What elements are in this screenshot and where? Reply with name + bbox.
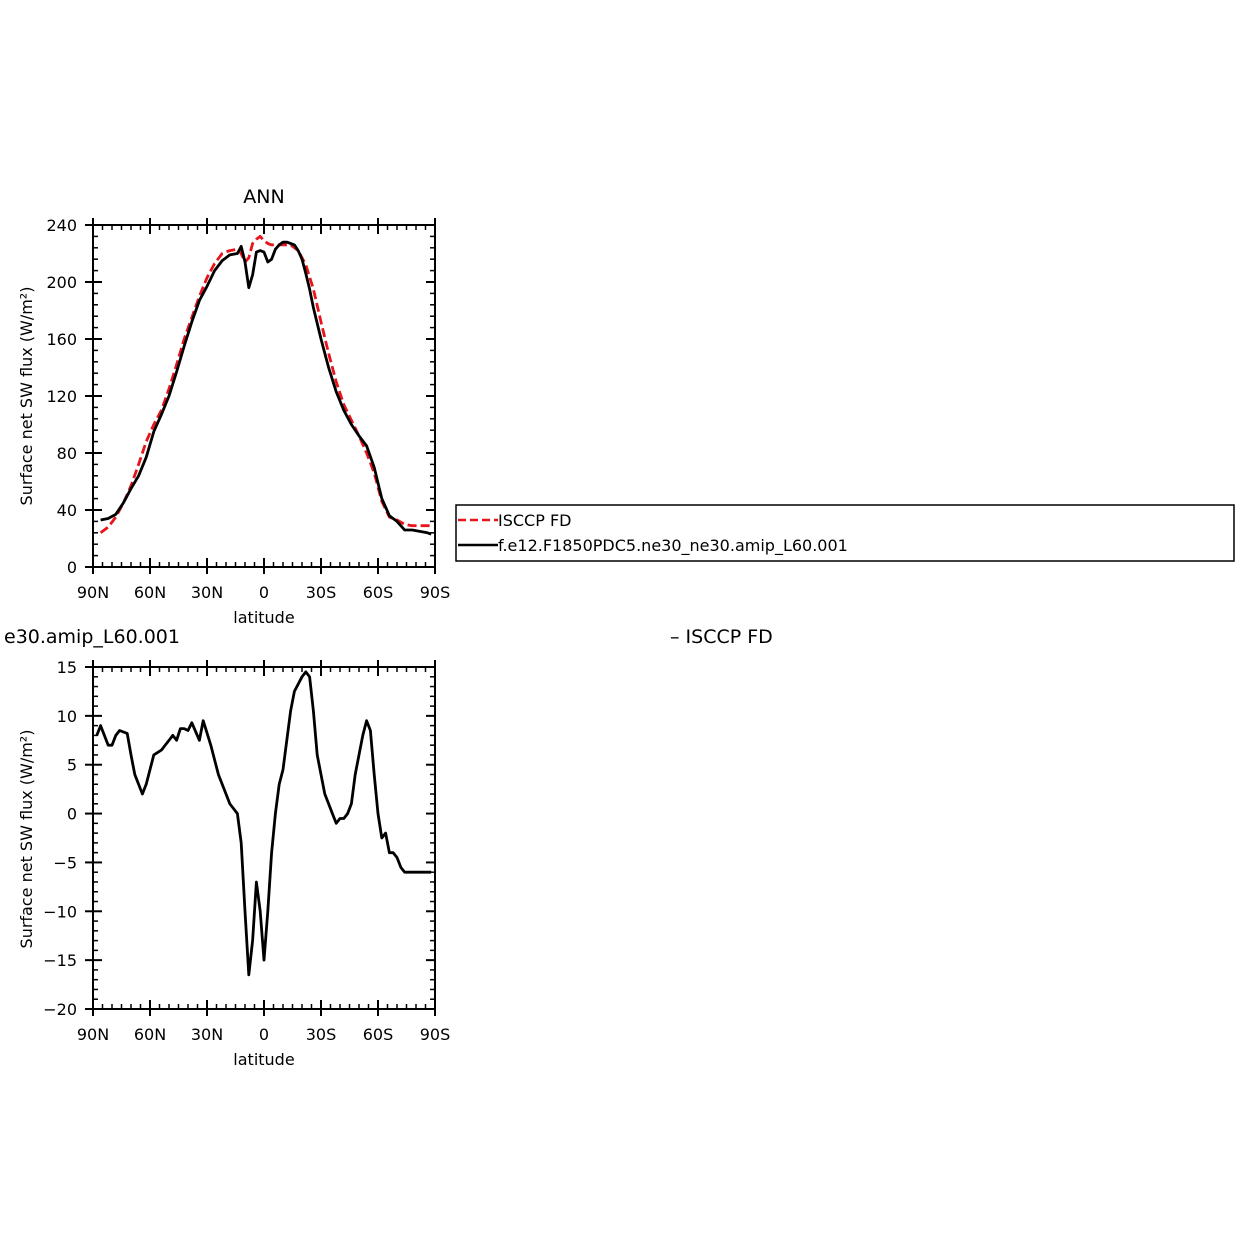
top-xtick-label: 90N [77,583,109,602]
top-plot-frame [92,224,436,568]
bottom-panel-xlabel: latitude [233,1050,294,1069]
bottom-xtick-label: 60S [363,1025,394,1044]
legend-label-isccp: ISCCP FD [498,511,571,530]
top-xtick-label: 60S [363,583,394,602]
legend: ISCCP FD f.e12.F1850PDC5.ne30_ne30.amip_… [455,504,1235,562]
bottom-ytick-label: −15 [43,951,77,970]
bottom-ytick-label: 15 [57,658,77,677]
top-ytick-label: 0 [67,558,77,577]
top-series-line-0 [99,234,432,534]
legend-label-model: f.e12.F1850PDC5.ne30_ne30.amip_L60.001 [498,536,848,556]
bottom-panel-title-right: – ISCCP FD [670,626,773,648]
top-xtick-label: 60N [134,583,166,602]
bottom-ytick-label: 5 [67,756,77,775]
bottom-ytick-label: −10 [43,902,77,921]
top-xtick-label: 0 [259,583,269,602]
bottom-xtick-label: 90N [77,1025,109,1044]
top-xtick-label: 30S [306,583,337,602]
top-panel-plot: 0 40 80 120 160 200 240 90N 60N 30N 0 30S 60S 90S [46,216,450,602]
bottom-ytick-label: 10 [57,707,77,726]
top-xtick-label: 90S [420,583,451,602]
bottom-ytick-label: −20 [43,1000,77,1019]
top-ytick-label: 240 [46,216,77,235]
top-panel-xlabel: latitude [233,608,294,627]
bottom-xtick-label: 30S [306,1025,337,1044]
top-ytick-label: 40 [57,501,77,520]
bottom-ytick-label: −5 [53,853,77,872]
bottom-panel-title: e30.amip_L60.001 [4,626,180,648]
top-series-line-1 [100,240,432,536]
top-ytick-label: 160 [46,330,77,349]
bottom-panel-plot: −20 −15 −10 −5 0 5 10 15 90N 60N 30N 0 30S 60S 90S [43,658,450,1044]
top-ytick-label: 120 [46,387,77,406]
top-ytick-label: 80 [57,444,77,463]
top-ytick-label: 200 [46,273,77,292]
bottom-xtick-label: 30N [191,1025,223,1044]
top-xtick-label: 30N [191,583,223,602]
top-panel-ylabel: Surface net SW flux (W/m²) [17,287,36,506]
bottom-series-line-0 [95,670,432,977]
legend-box [455,504,1235,562]
top-panel-title: ANN [243,186,284,208]
bottom-panel-ylabel: Surface net SW flux (W/m²) [17,730,36,949]
bottom-xtick-label: 60N [134,1025,166,1044]
bottom-xtick-label: 0 [259,1025,269,1044]
bottom-xtick-label: 90S [420,1025,451,1044]
top-panel: ANN 0 40 80 120 160 200 240 90N 60N 30N 0 30S 60S 90S… [17,186,450,627]
bottom-ytick-label: 0 [67,805,77,824]
bottom-panel: e30.amip_L60.001 – ISCCP FD −20 −15 −10 −5 0… [4,626,773,1069]
